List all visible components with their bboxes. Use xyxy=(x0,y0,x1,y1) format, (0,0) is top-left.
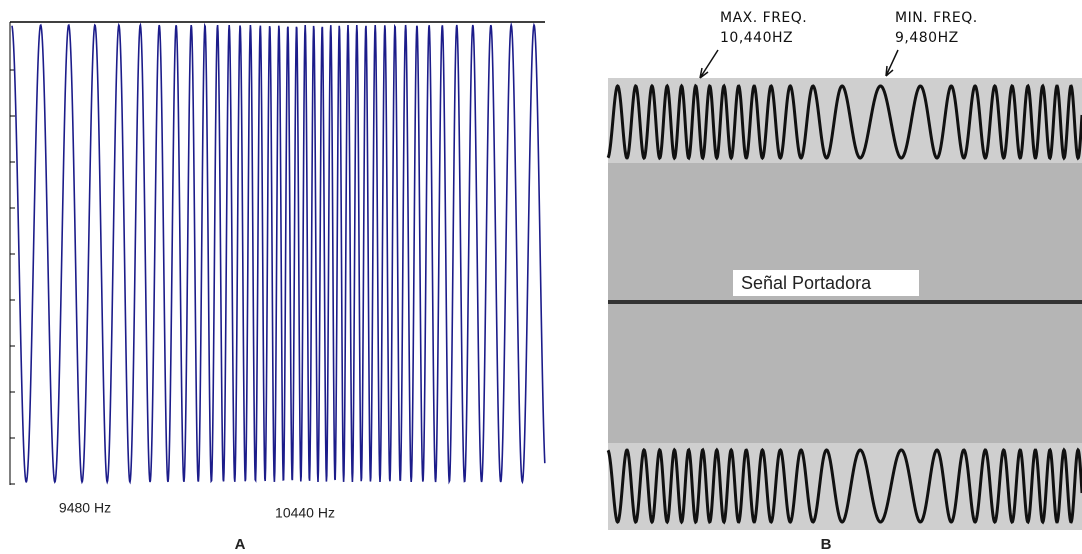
fm-wave xyxy=(12,25,545,482)
freq-label: 9480 Hz xyxy=(59,500,111,516)
arrow xyxy=(700,50,718,78)
carrier-label: Señal Portadora xyxy=(741,273,872,293)
arrow xyxy=(886,50,898,76)
annotation-value: 10,440HZ xyxy=(720,30,793,46)
caption: B xyxy=(821,536,832,553)
panel-b: Señal Portadora MAX. FREQ. 10,440HZ MIN.… xyxy=(608,10,1082,553)
annotation-value: 9,480HZ xyxy=(895,30,959,46)
freq-label: 10440 Hz xyxy=(275,505,335,521)
panel-a: 9480 Hz 10440 Hz A xyxy=(10,22,545,553)
annotation-title: MAX. FREQ. xyxy=(720,10,807,26)
figure: 9480 Hz 10440 Hz A Señal Portadora MAX. … xyxy=(0,0,1082,554)
annotation-title: MIN. FREQ. xyxy=(895,10,978,26)
caption: A xyxy=(235,536,246,553)
